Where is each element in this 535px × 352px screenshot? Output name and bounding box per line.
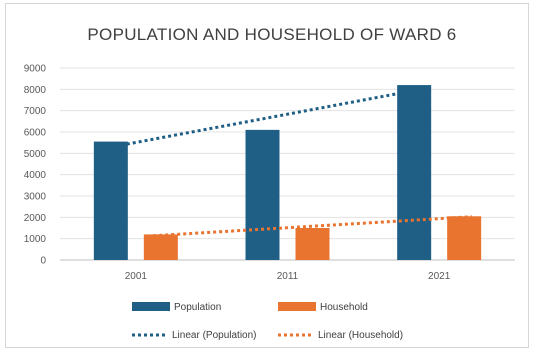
legend-swatch-household	[278, 302, 316, 311]
y-tick-label: 1000	[24, 234, 47, 245]
bars	[93, 85, 482, 260]
trendlines	[102, 87, 472, 238]
y-tick-label: 2000	[24, 213, 47, 224]
y-axis-tick-labels: 0 1000 2000 3000 4000 5000 6000 7000 8000 9000	[24, 64, 47, 267]
y-tick-label: 4000	[24, 170, 47, 181]
bar-population-2001	[93, 141, 128, 260]
bar-population-2021	[397, 85, 432, 260]
x-axis-tick-labels: 2001 2011 2021	[125, 271, 451, 282]
y-tick-label: 0	[40, 256, 46, 267]
grid-lines	[60, 67, 515, 261]
y-tick-label: 9000	[24, 64, 47, 75]
legend-label-linear-household: Linear (Household)	[318, 330, 403, 341]
bar-population-2011	[245, 129, 280, 260]
trendline-household	[153, 215, 472, 238]
legend-label-population: Population	[174, 302, 221, 313]
y-tick-label: 5000	[24, 149, 47, 160]
bar-household-2021	[447, 216, 482, 260]
chart-title: POPULATION AND HOUSEHOLD OF WARD 6	[87, 25, 456, 44]
legend-label-linear-population: Linear (Population)	[172, 330, 257, 341]
bar-household-2001	[143, 234, 178, 260]
legend: Population Household Linear (Population)…	[132, 302, 403, 341]
x-tick-label-2001: 2001	[125, 271, 148, 282]
legend-label-household: Household	[320, 302, 368, 313]
bar-household-2011	[295, 228, 330, 260]
y-tick-label: 3000	[24, 192, 47, 203]
x-tick-label-2021: 2021	[428, 271, 451, 282]
y-tick-label: 7000	[24, 106, 47, 117]
x-tick-label-2011: 2011	[277, 271, 299, 282]
y-tick-label: 8000	[24, 85, 47, 96]
y-tick-label: 6000	[24, 128, 47, 139]
legend-swatch-population	[132, 302, 170, 311]
